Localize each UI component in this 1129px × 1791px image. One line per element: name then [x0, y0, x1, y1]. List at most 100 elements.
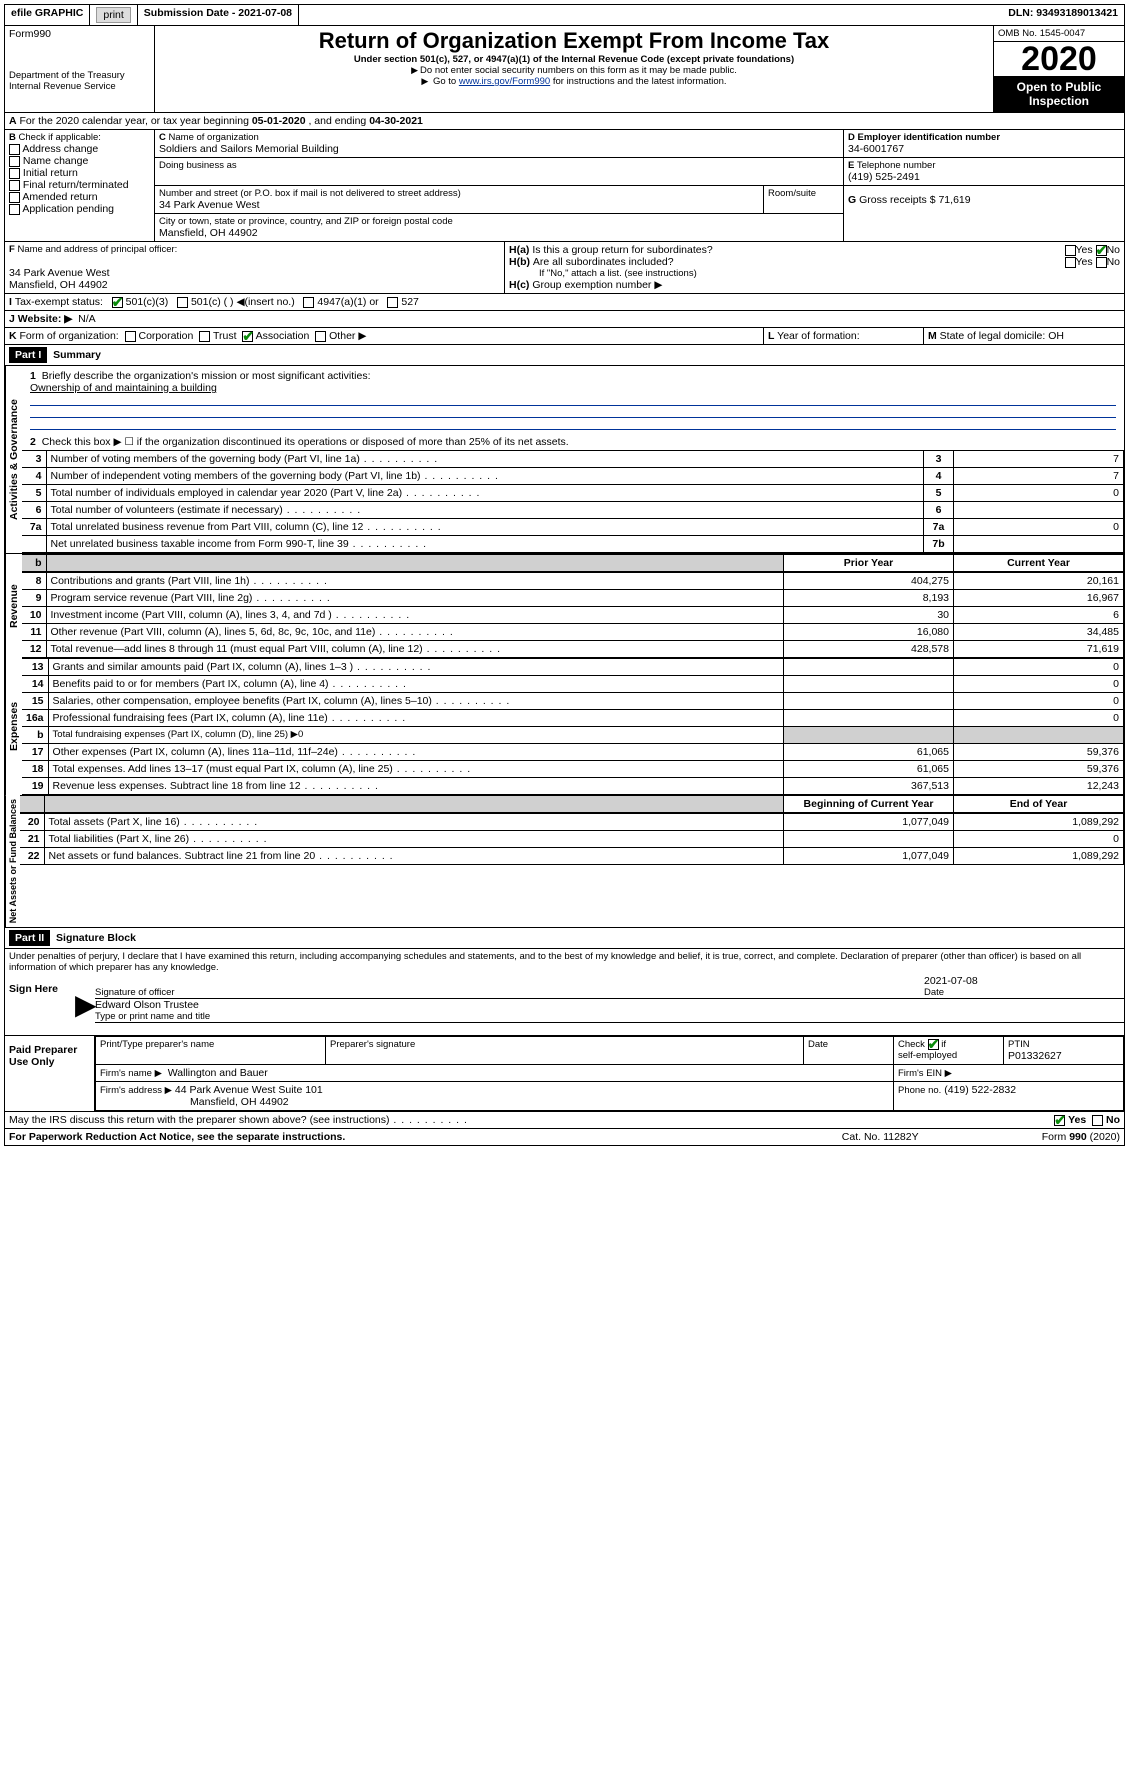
tax-year-line: For the 2020 calendar year, or tax year … [20, 115, 423, 127]
chk-self-employed[interactable] [928, 1039, 939, 1050]
hb-yes[interactable]: Yes [1065, 256, 1093, 268]
chk-final-return[interactable]: Final return/terminated [9, 179, 150, 191]
chk-name-change[interactable]: Name change [9, 155, 150, 167]
officer-label: Name and address of principal officer: [17, 244, 177, 255]
expenses-table: 13Grants and similar amounts paid (Part … [22, 658, 1124, 795]
topbar: efile GRAPHIC print Submission Date - 20… [4, 4, 1125, 26]
chk-trust[interactable]: Trust [199, 330, 236, 342]
chk-assoc[interactable]: Association [242, 330, 309, 342]
firm-ein-label: Firm's EIN ▶ [898, 1068, 952, 1079]
irs-link[interactable]: www.irs.gov/Form990 [459, 76, 550, 87]
chk-app-pending[interactable]: Application pending [9, 203, 150, 215]
part1-title: Summary [53, 349, 101, 361]
sig-date: 2021-07-08 [924, 975, 1124, 987]
sign-here: Sign Here [5, 975, 75, 1035]
dba-label: Doing business as [159, 160, 839, 171]
chk-initial-return[interactable]: Initial return [9, 167, 150, 179]
room-label: Room/suite [763, 186, 843, 213]
governance-table: 3Number of voting members of the governi… [22, 450, 1124, 553]
cat-no: Cat. No. 11282Y [842, 1131, 1042, 1143]
firm-addr2: Mansfield, OH 44902 [100, 1096, 289, 1108]
paid-preparer: Paid Preparer Use Only [5, 1036, 95, 1111]
form-label: Form [9, 28, 34, 40]
officer-name-title: Edward Olson Trustee [95, 999, 1124, 1011]
city-label: City or town, state or province, country… [159, 216, 839, 227]
efile-label: efile GRAPHIC [5, 5, 90, 25]
officer-addr2: Mansfield, OH 44902 [9, 279, 500, 291]
state-domicile: OH [1048, 330, 1064, 342]
section-revenue: Revenue [5, 554, 22, 658]
part1-header: Part I [9, 347, 47, 363]
section-governance: Activities & Governance [5, 366, 22, 553]
col-current: Current Year [954, 555, 1124, 572]
q2-label: Check this box ▶ ☐ if the organization d… [42, 436, 569, 448]
hb-label: Are all subordinates included? [533, 256, 1065, 268]
note-link: Go to www.irs.gov/Form990 for instructio… [159, 76, 989, 87]
part2-title: Signature Block [56, 932, 136, 944]
dln: DLN: 93493189013421 [1002, 5, 1124, 25]
q1-label: Briefly describe the organization's miss… [42, 370, 371, 382]
perjury-statement: Under penalties of perjury, I declare th… [5, 949, 1124, 975]
tax-exempt-label: Tax-exempt status: [15, 296, 103, 308]
name-title-label: Type or print name and title [95, 1011, 1124, 1023]
chk-amended[interactable]: Amended return [9, 191, 150, 203]
sig-officer-label: Signature of officer [95, 975, 924, 998]
hc-label: Group exemption number ▶ [532, 279, 662, 291]
chk-501c3[interactable]: 501(c)(3) [112, 296, 169, 308]
year-formation: Year of formation: [777, 330, 860, 342]
sig-date-label: Date [924, 987, 1124, 998]
form-org-label: Form of organization: [20, 330, 119, 342]
city-state-zip: Mansfield, OH 44902 [159, 227, 839, 239]
website-label: Website: ▶ [18, 313, 73, 325]
form-footer: Form 990 (2020) [1042, 1131, 1120, 1143]
chk-527[interactable]: 527 [387, 296, 418, 308]
phone: (419) 525-2491 [848, 171, 1120, 183]
officer-addr1: 34 Park Avenue West [9, 267, 500, 279]
ein: 34-6001767 [848, 143, 1120, 155]
chk-4947[interactable]: 4947(a)(1) or [303, 296, 378, 308]
chk-501c[interactable]: 501(c) ( ) ◀(insert no.) [177, 296, 295, 308]
print-button[interactable]: print [90, 5, 137, 25]
hb-note: If "No," attach a list. (see instruction… [509, 268, 1120, 279]
street: 34 Park Avenue West [159, 199, 759, 211]
dept-irs: Internal Revenue Service [9, 81, 150, 92]
col-prior: Prior Year [784, 555, 954, 572]
section-netassets: Net Assets or Fund Balances [5, 795, 20, 927]
col-eoy: End of Year [954, 796, 1124, 813]
discuss-yes[interactable]: Yes [1054, 1114, 1086, 1126]
firm-phone: (419) 522-2832 [944, 1084, 1016, 1096]
hb-no[interactable]: No [1096, 256, 1120, 268]
part2-header: Part II [9, 930, 50, 946]
return-title: Return of Organization Exempt From Incom… [159, 28, 989, 54]
ptin: P01332627 [1008, 1050, 1119, 1062]
section-expenses: Expenses [5, 658, 22, 795]
return-subtitle: Under section 501(c), 527, or 4947(a)(1)… [159, 54, 989, 65]
firm-name: Wallington and Bauer [168, 1067, 268, 1079]
note-ssn: Do not enter social security numbers on … [159, 65, 989, 76]
org-name: Soldiers and Sailors Memorial Building [159, 143, 839, 155]
ha-label: Is this a group return for subordinates? [532, 244, 1064, 256]
col-boc: Beginning of Current Year [784, 796, 954, 813]
website-value: N/A [78, 313, 96, 325]
chk-address-change[interactable]: Address change [9, 143, 150, 155]
street-label: Number and street (or P.O. box if mail i… [159, 188, 759, 199]
submission-date: Submission Date - 2021-07-08 [138, 5, 299, 25]
discuss-no[interactable]: No [1092, 1114, 1120, 1126]
check-if-applicable: Check if applicable: [19, 132, 101, 143]
sign-arrow-icon: ▶ [75, 975, 95, 1035]
gross-receipts: 71,619 [938, 194, 970, 206]
chk-corp[interactable]: Corporation [125, 330, 194, 342]
state-domicile-label: State of legal domicile: [940, 330, 1046, 342]
dept-treasury: Department of the Treasury [9, 70, 150, 81]
pra-notice: For Paperwork Reduction Act Notice, see … [9, 1131, 842, 1143]
discuss-question: May the IRS discuss this return with the… [9, 1114, 1054, 1126]
ha-no[interactable]: No [1096, 244, 1120, 256]
ha-yes[interactable]: Yes [1065, 244, 1093, 256]
open-inspection: Open to Public Inspection [994, 76, 1124, 112]
tax-year: 2020 [1021, 40, 1097, 78]
form-number: 990 [34, 28, 52, 40]
chk-other[interactable]: Other ▶ [315, 330, 366, 342]
q1-answer: Ownership of and maintaining a building [30, 382, 217, 394]
netassets-table: 20Total assets (Part X, line 16)1,077,04… [20, 813, 1124, 865]
revenue-table: 8Contributions and grants (Part VIII, li… [22, 572, 1124, 658]
